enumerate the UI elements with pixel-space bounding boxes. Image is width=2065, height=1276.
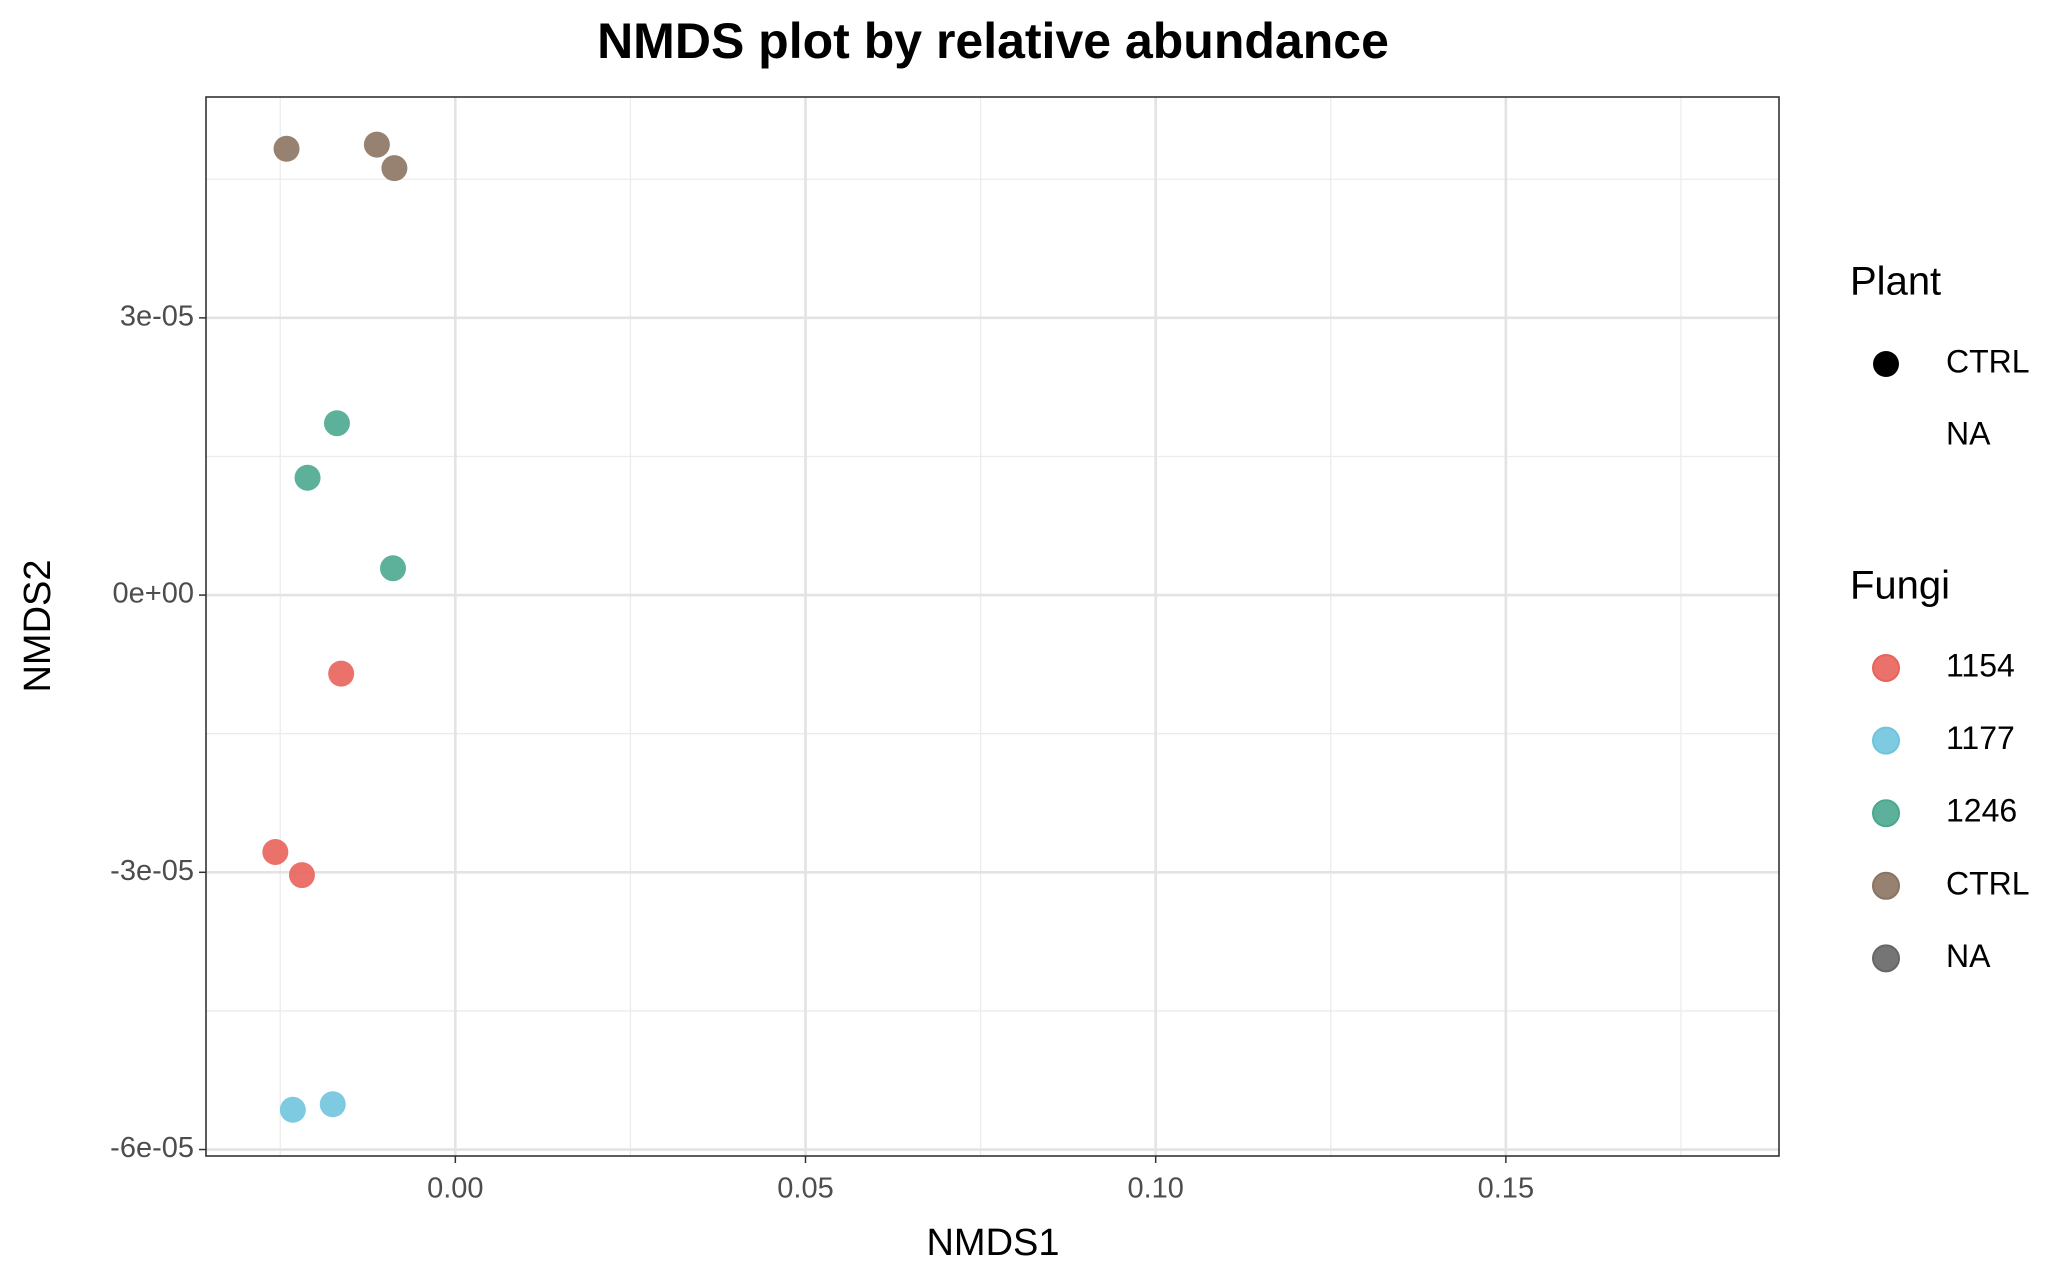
point [379,555,406,582]
y-tick-label: 0e+00 [113,578,194,610]
legend-label: 1246 [1946,793,2017,829]
point [273,135,300,162]
y-tick-label: -3e-05 [110,855,194,887]
legend-label: CTRL [1946,343,2030,379]
point [262,838,289,865]
legend-key [1872,654,1900,682]
x-tick-label: 0.15 [1478,1173,1534,1205]
legend-label: 1177 [1946,720,2015,756]
legend-title: Fungi [1850,564,1950,608]
point [279,1096,306,1123]
plot-frame [205,96,1780,1157]
legend-key [1873,351,1899,377]
x-tick-label: 0.10 [1127,1173,1183,1205]
legend-title: Plant [1850,260,1941,304]
legend-label: NA [1946,415,1991,451]
x-tick-label: 0.05 [777,1173,833,1205]
x-axis-title: NMDS1 [926,1222,1059,1264]
point [381,155,408,182]
y-tick-label: -6e-05 [110,1132,194,1164]
legend-key [1872,726,1900,755]
legend-key [1872,871,1900,900]
point [328,660,355,687]
point [363,131,390,158]
legend-key [1872,944,1900,973]
legend-label: NA [1946,938,1991,974]
legend-label: 1154 [1946,647,2015,683]
point [319,1091,346,1118]
legend-label: CTRL [1946,865,2030,901]
y-axis-title: NMDS2 [17,559,59,692]
x-tick-label: 0.00 [427,1173,483,1205]
y-tick-label: 3e-05 [120,301,194,333]
chart-title: NMDS plot by relative abundance [597,13,1389,69]
point [288,862,315,889]
point [294,464,321,491]
legend-key [1872,799,1900,828]
point [323,410,350,437]
